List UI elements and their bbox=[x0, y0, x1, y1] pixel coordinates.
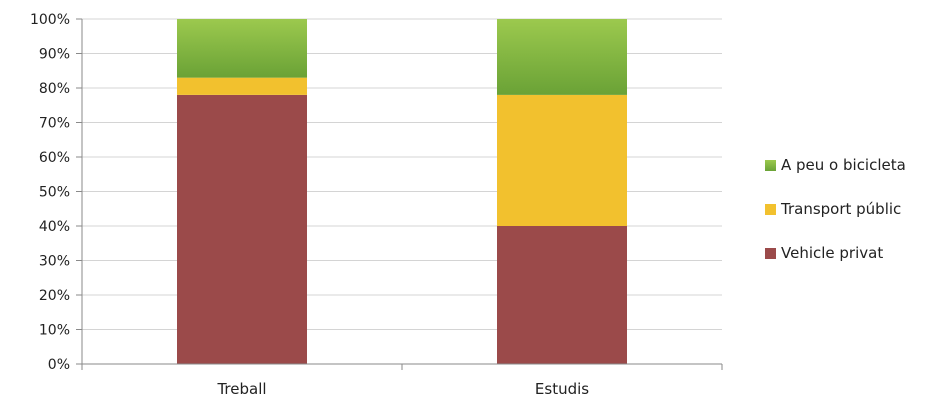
legend-swatch bbox=[765, 204, 776, 215]
y-tick-label: 100% bbox=[30, 12, 70, 28]
y-tick-label: 70% bbox=[39, 116, 70, 132]
legend: A peu o bicicleta Transport públic Vehicle… bbox=[765, 156, 906, 262]
bar-segment-vehicle-privat-treball bbox=[177, 94, 307, 365]
legend-swatch bbox=[765, 248, 776, 259]
y-tick-label: 10% bbox=[39, 323, 70, 339]
legend-label: Transport públic bbox=[780, 200, 901, 218]
y-tick-label: 60% bbox=[39, 150, 70, 166]
legend-label: A peu o bicicleta bbox=[781, 156, 906, 174]
bar-segment-a-peu-o-bicicleta-estudis bbox=[497, 19, 627, 95]
bar-segment-a-peu-o-bicicleta-treball bbox=[177, 19, 307, 78]
y-tick-label: 30% bbox=[39, 254, 70, 270]
y-tick-label: 20% bbox=[39, 288, 70, 304]
bar-segment-transport-p-blic-treball bbox=[177, 77, 307, 95]
y-tick-label: 40% bbox=[39, 219, 70, 235]
legend-swatch bbox=[765, 160, 776, 171]
bar-segment-vehicle-privat-estudis bbox=[497, 226, 627, 364]
x-category-label: Treball bbox=[216, 380, 266, 398]
bars bbox=[177, 19, 627, 365]
y-tick-label: 90% bbox=[39, 47, 70, 63]
axes: 0% 10% 20% 30% 40% 50% 60% 70% 80% 90% 100% Treball… bbox=[30, 12, 723, 398]
y-tick-label: 0% bbox=[48, 357, 70, 373]
y-tick-label: 80% bbox=[39, 81, 70, 97]
bar-segment-transport-p-blic-estudis bbox=[497, 94, 627, 227]
x-category-label: Estudis bbox=[535, 380, 589, 398]
legend-label: Vehicle privat bbox=[781, 244, 883, 262]
y-tick-label: 50% bbox=[39, 185, 70, 201]
